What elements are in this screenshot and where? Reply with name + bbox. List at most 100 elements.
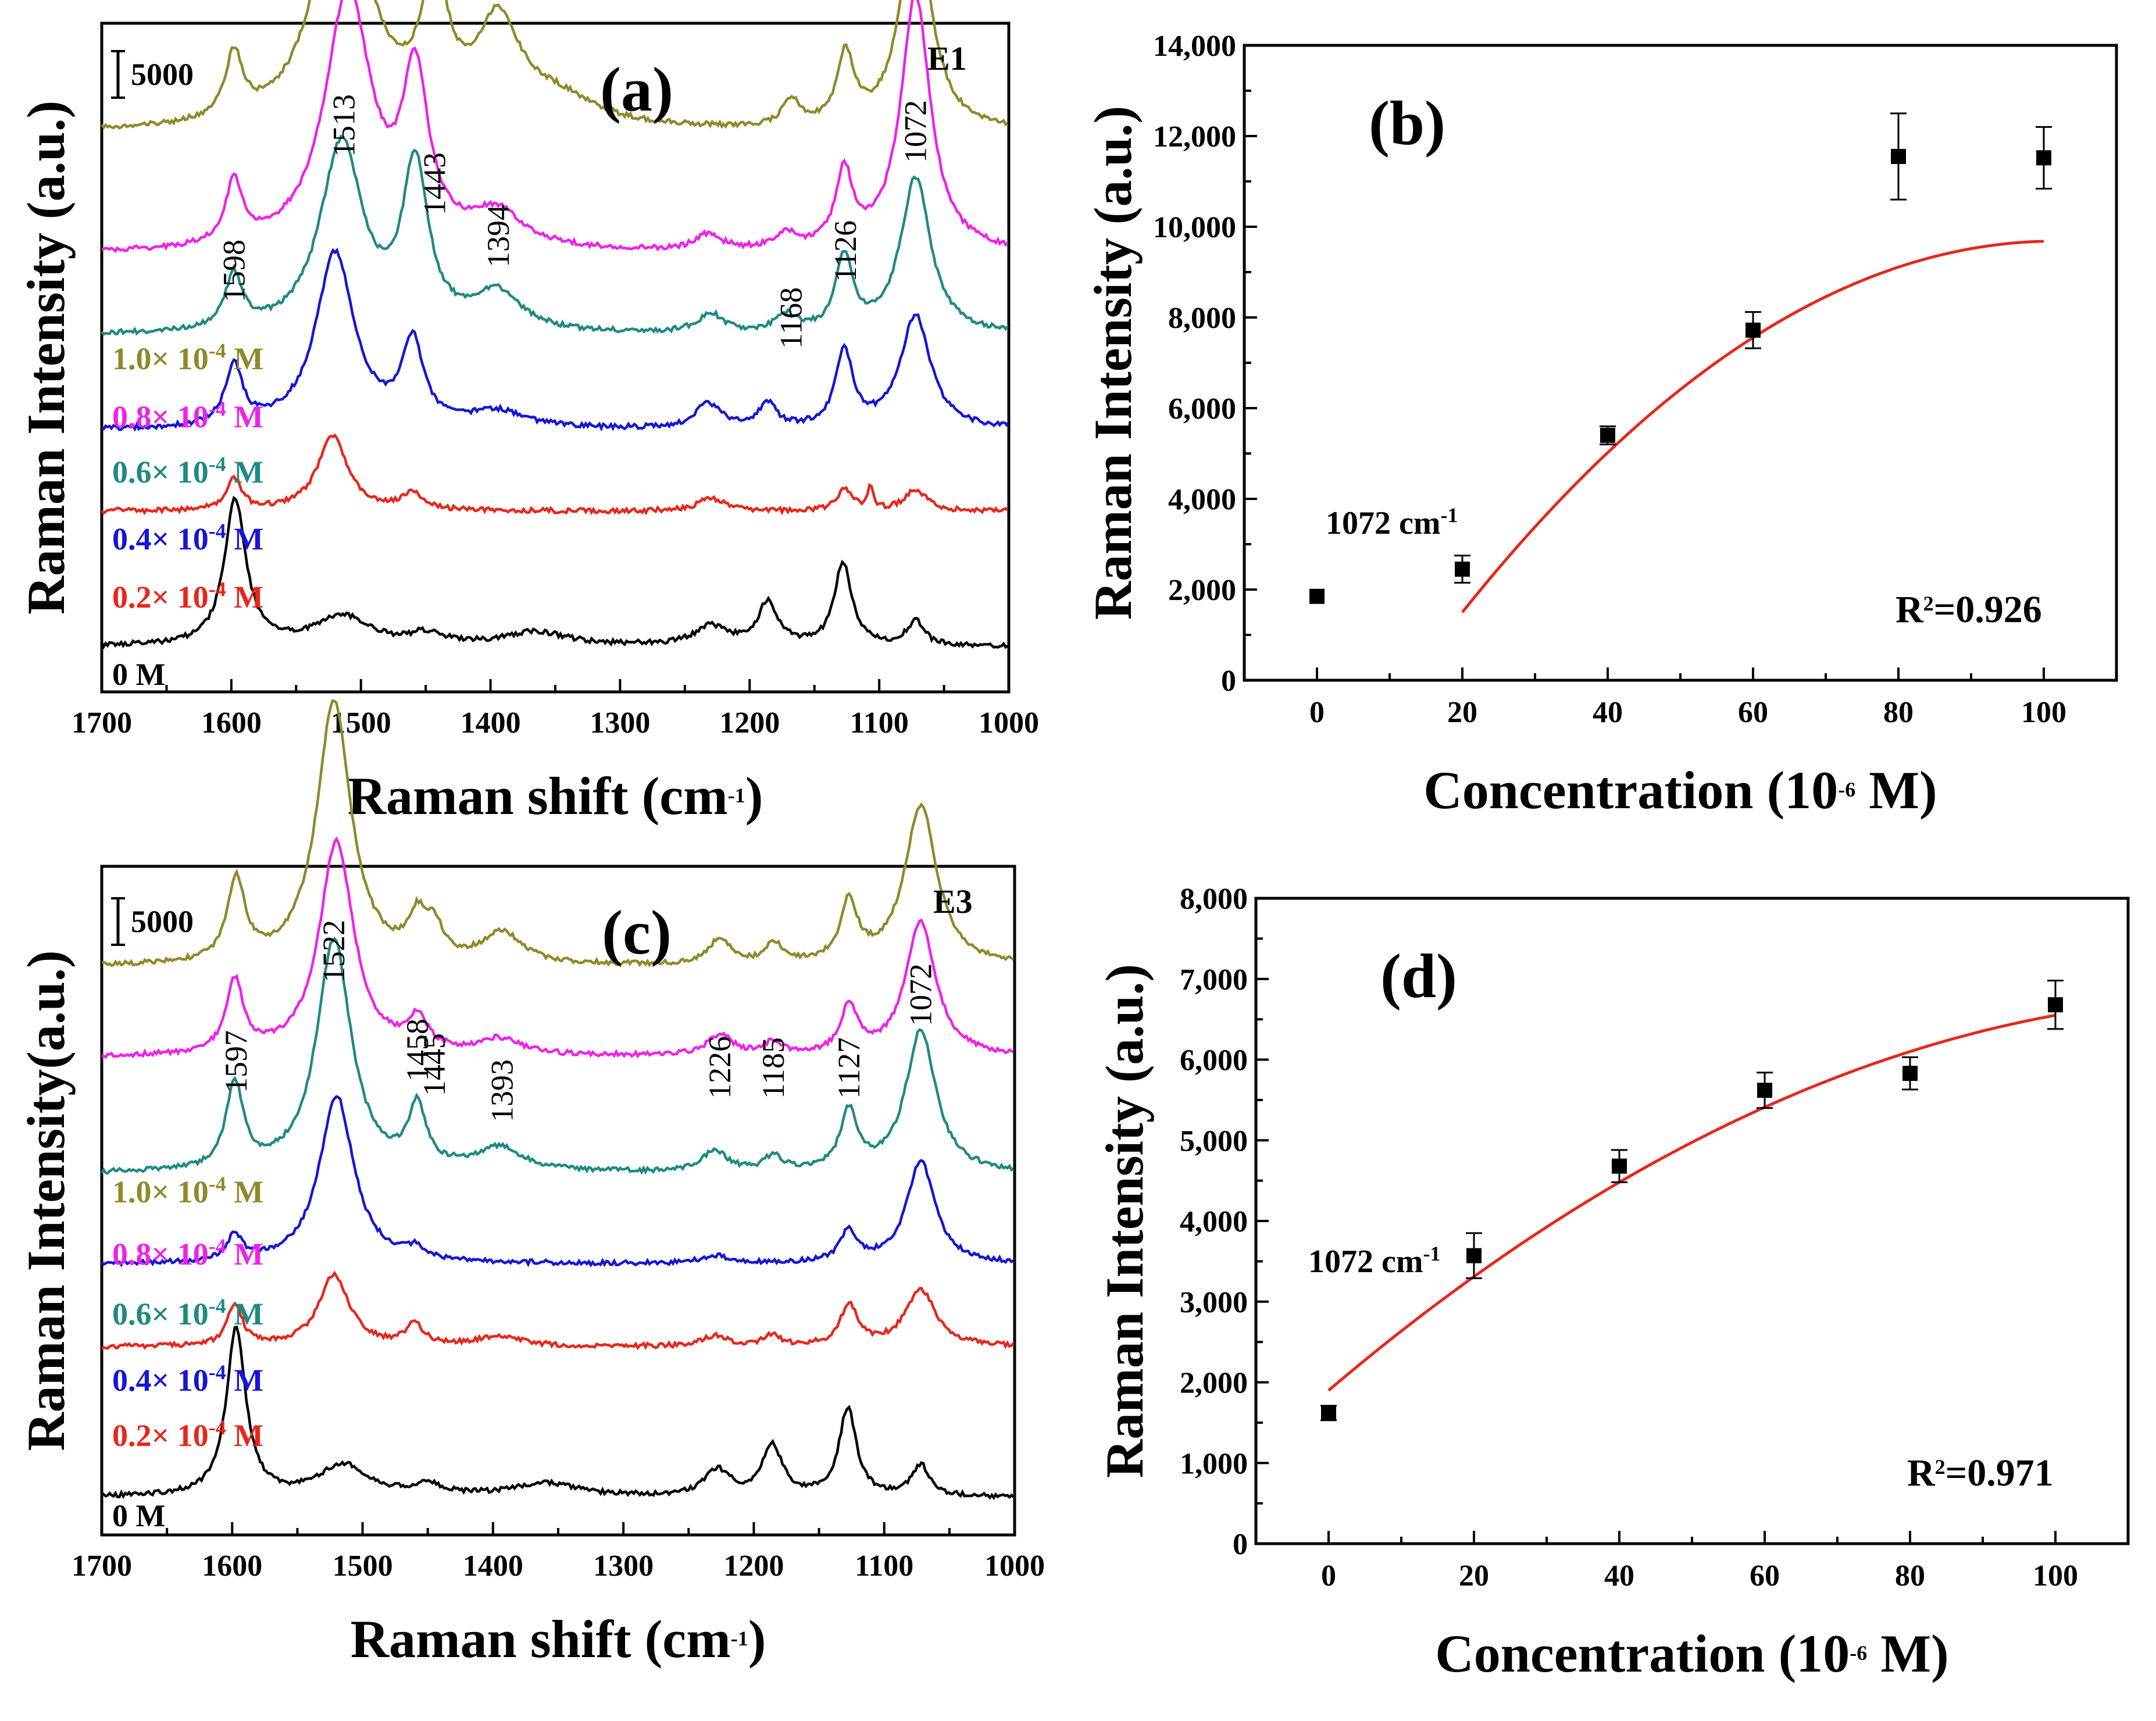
peak-label: 1445	[417, 1033, 452, 1096]
y-tick-label: 2,000	[1168, 574, 1236, 607]
series-label: 1.0× 10-4 M	[112, 339, 263, 376]
data-point	[1891, 149, 1906, 165]
x-tick-label: 60	[1750, 1559, 1780, 1593]
spectrum-trace	[101, 1095, 1014, 1267]
y-tick-label: 6,000	[1168, 392, 1236, 426]
fit-curve	[1327, 1013, 2056, 1392]
y-axis-title: Raman Intensity (a.u.)	[16, 101, 76, 615]
x-tick-label: 20	[1447, 696, 1477, 729]
spectrum-trace	[101, 1325, 1015, 1500]
panel-c: 1700 1600 1500 1400 1300 1200 1100 1000 Raman sh…	[16, 699, 1045, 1669]
panel-label: (c)	[602, 898, 672, 967]
data-point	[1757, 1083, 1772, 1098]
y-tick-label: 0	[1233, 1528, 1248, 1561]
data-point	[1600, 427, 1615, 443]
x-tick-label: 1600	[201, 706, 262, 740]
panel-label: (a)	[600, 55, 673, 124]
x-tick-label: 1700	[72, 1549, 132, 1583]
panel-b: 0 20 40 60 80 100 0 2,000 4,000 6,000 8,000 10,000 1…	[1083, 30, 2118, 820]
data-point	[2036, 150, 2051, 166]
series-label: 0.8× 10-4 M	[112, 1234, 263, 1272]
x-tick-label: 0	[1309, 696, 1325, 729]
peak-label: 1522	[316, 920, 351, 983]
peak-label: 1393	[485, 1059, 520, 1122]
series-label: 1.0× 10-4 M	[112, 1172, 263, 1209]
x-tick-label: 80	[1895, 1559, 1925, 1593]
x-axis-title: Concentration (10-6 M)	[1435, 1624, 1948, 1683]
x-tick-label: 0	[1321, 1559, 1336, 1593]
spectrum-trace	[101, 1270, 1015, 1351]
x-tick-label: 1300	[593, 1549, 654, 1583]
peak-label: 1127	[831, 1037, 866, 1099]
y-tick-label: 4,000	[1168, 483, 1236, 516]
x-axis-title: Concentration (10-6 M)	[1423, 760, 1937, 820]
data-point	[1466, 1248, 1482, 1263]
series-label: 0.6× 10-4 M	[112, 452, 263, 490]
x-tick-label: 1000	[979, 706, 1039, 740]
peak-label: 1443	[417, 152, 452, 215]
x-tick-label: 1600	[202, 1549, 262, 1583]
data-point	[1745, 322, 1761, 338]
x-tick-label: 80	[1883, 696, 1914, 729]
x-tick-label: 40	[1593, 696, 1623, 729]
data-point	[1612, 1158, 1627, 1174]
y-tick-label: 14,000	[1153, 30, 1236, 63]
peak-label: 1458	[400, 1019, 435, 1081]
y-axis-title: Raman Intensity (a.u.)	[1095, 964, 1154, 1478]
x-tick-label: 1100	[850, 706, 909, 740]
y-tick-label: 12,000	[1153, 120, 1236, 153]
data-point	[2048, 997, 2063, 1013]
series-label: 0.6× 10-4 M	[112, 1294, 263, 1331]
fit-curve	[1461, 240, 2044, 613]
data-point	[1902, 1066, 1918, 1081]
x-tick-label: 60	[1738, 696, 1768, 729]
series-label: 0.4× 10-4 M	[112, 519, 263, 556]
spectrum-trace	[101, 433, 1009, 516]
x-tick-label: 100	[2021, 696, 2066, 729]
panel-d: 0 20 40 60 80 100 0 1,000 2,000 3,000 4,000 5,000 6,…	[1095, 883, 2130, 1683]
band-annotation: 1072 cm-1	[1308, 1242, 1441, 1280]
y-tick-label: 0	[1221, 665, 1236, 698]
spectrum-trace	[100, 495, 1009, 650]
y-axis-title: Raman Intensity (a.u.)	[1083, 106, 1143, 620]
x-tick-label: 1500	[333, 1549, 393, 1583]
panel-label: (d)	[1380, 942, 1457, 1011]
scale-bar-label: 5000	[131, 904, 194, 939]
x-tick-label: 1300	[590, 706, 650, 740]
peak-label: 1185	[756, 1037, 791, 1099]
peak-label: 1597	[219, 1030, 254, 1093]
y-tick-label: 1,000	[1180, 1447, 1248, 1480]
x-tick-label: 1400	[463, 1549, 523, 1583]
series-label: 0 M	[112, 1498, 165, 1533]
spectrum-trace	[101, 247, 1009, 432]
x-tick-label: 1200	[723, 1549, 784, 1583]
peak-label: 1072	[904, 963, 938, 1026]
sample-label: E1	[927, 40, 967, 77]
x-axis-title: Raman shift (cm-1)	[351, 1609, 766, 1669]
spectrum-trace	[101, 937, 1015, 1175]
y-tick-label: 5,000	[1180, 1124, 1248, 1158]
y-tick-label: 2,000	[1180, 1367, 1248, 1400]
series-label: 0.2× 10-4 M	[112, 1416, 263, 1453]
y-tick-label: 6,000	[1180, 1044, 1248, 1077]
peak-label: 1226	[702, 1036, 737, 1099]
peak-label: 1168	[774, 287, 809, 349]
data-point	[1321, 1405, 1336, 1421]
peak-label: 1513	[327, 94, 362, 157]
series-label: 0.2× 10-4 M	[112, 577, 263, 615]
data-point	[1455, 561, 1470, 577]
spectrum-trace	[101, 0, 1009, 253]
data-point	[1309, 588, 1325, 604]
r-squared-label: R2=0.926	[1896, 588, 2042, 631]
peak-label: 1394	[481, 205, 516, 267]
y-axis-title: Raman Intensity(a.u.)	[16, 950, 76, 1451]
y-tick-label: 4,000	[1180, 1205, 1248, 1238]
scale-bar-label: 5000	[131, 57, 194, 92]
peak-label: 1126	[828, 220, 863, 282]
x-tick-label: 100	[2033, 1559, 2078, 1593]
x-tick-label: 1400	[461, 706, 521, 740]
y-tick-label: 8,000	[1168, 302, 1236, 335]
spectrum-trace	[101, 699, 1015, 967]
spectrum-trace	[101, 134, 1009, 336]
